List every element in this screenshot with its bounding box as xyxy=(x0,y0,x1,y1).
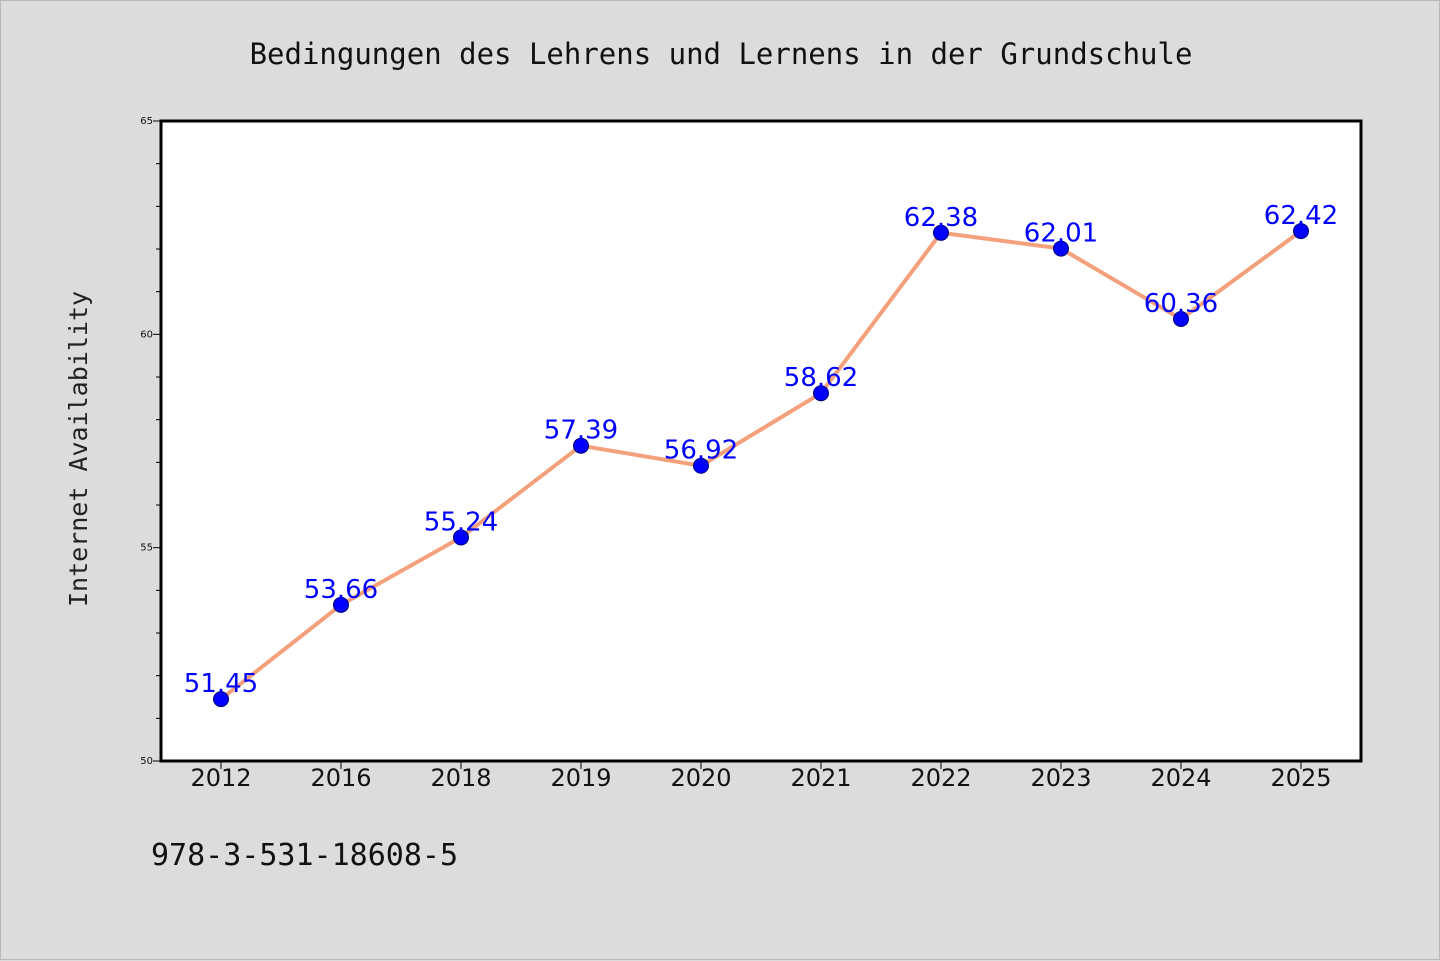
data-point xyxy=(1053,240,1069,257)
x-tick-label: 2018 xyxy=(430,764,491,792)
data-point xyxy=(813,385,829,402)
x-tick-label: 2023 xyxy=(1030,764,1091,792)
x-axis: 2012 2016 2018 2019 2020 2021 2022 2023 2024 2025 xyxy=(190,761,1332,792)
x-tick-label: 2019 xyxy=(550,764,611,792)
data-label: 62.38 xyxy=(904,203,978,233)
x-tick-label: 2020 xyxy=(670,764,731,792)
isbn-text: 978-3-531-18608-5 xyxy=(151,838,458,873)
y-tick-label: 60 xyxy=(140,329,153,340)
x-tick-label: 2024 xyxy=(1150,764,1211,792)
data-point xyxy=(693,457,709,474)
data-label: 58.62 xyxy=(784,363,858,393)
data-point xyxy=(333,596,349,613)
data-label: 53.66 xyxy=(304,575,378,605)
data-label: 62.01 xyxy=(1024,219,1098,249)
y-tick-label: 50 xyxy=(140,756,153,767)
marker-group xyxy=(213,223,1309,708)
data-label-group: 51.45 53.66 55.24 57.39 56.92 58.62 62.38 62.01… xyxy=(184,201,1338,699)
y-tick-label: 65 xyxy=(140,116,153,127)
data-point xyxy=(1173,310,1189,327)
data-point xyxy=(453,529,469,546)
data-label: 57.39 xyxy=(544,416,618,446)
data-point xyxy=(213,691,229,708)
x-tick-label: 2012 xyxy=(190,764,251,792)
data-point xyxy=(933,224,949,241)
x-tick-label: 2021 xyxy=(790,764,851,792)
data-label: 60.36 xyxy=(1144,289,1218,319)
series-line xyxy=(219,229,1303,701)
data-label: 56.92 xyxy=(664,436,738,466)
chart-title: Bedingungen des Lehrens und Lernens in d… xyxy=(250,37,1193,71)
x-tick-label: 2016 xyxy=(310,764,371,792)
data-label: 62.42 xyxy=(1264,201,1338,231)
series-line-group xyxy=(219,229,1303,701)
data-label: 51.45 xyxy=(184,669,258,699)
x-tick-label: 2022 xyxy=(910,764,971,792)
y-axis-label: Internet Availability xyxy=(64,291,93,607)
x-tick-label: 2025 xyxy=(1270,764,1331,792)
y-tick-label: 55 xyxy=(140,543,153,554)
data-point xyxy=(573,437,589,454)
plot-area xyxy=(159,119,1363,763)
data-point xyxy=(1293,223,1309,240)
y-axis: 50 55 60 65 xyxy=(140,116,161,767)
data-label: 55.24 xyxy=(424,507,498,537)
